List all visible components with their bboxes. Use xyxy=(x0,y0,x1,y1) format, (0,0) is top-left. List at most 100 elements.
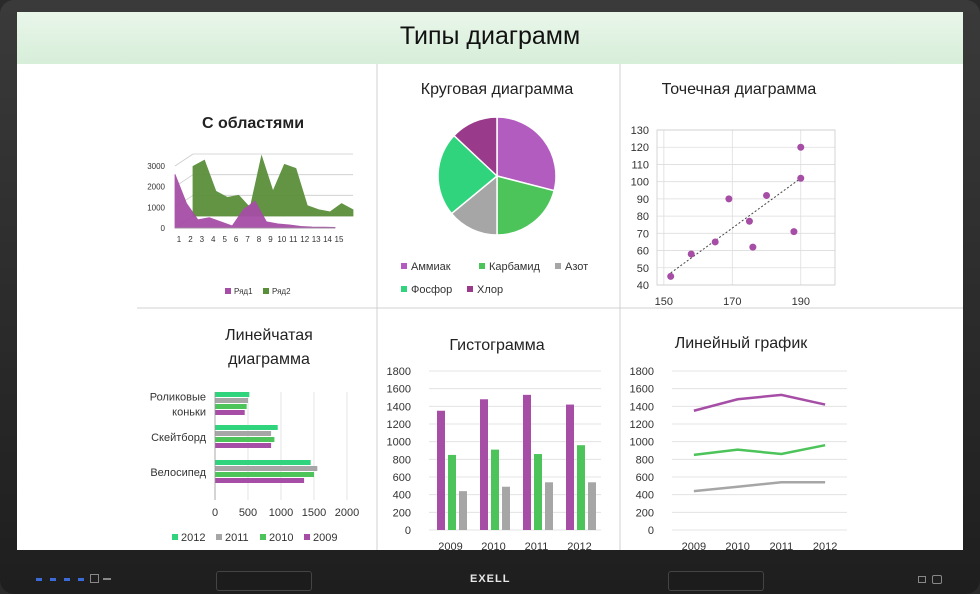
hbar-chart-title: диаграмма xyxy=(228,351,310,368)
scatter-point xyxy=(725,195,733,203)
legend-swatch xyxy=(304,534,310,540)
x-tick-label: 1 xyxy=(177,235,182,244)
x-tick-label: 190 xyxy=(792,296,810,308)
y-tick-label: 2000 xyxy=(147,183,165,192)
legend-swatch xyxy=(263,288,269,294)
x-tick-label: 170 xyxy=(723,296,741,308)
area-chart-title: С областями xyxy=(202,115,304,132)
column-bar xyxy=(577,445,585,530)
y-tick-label: 400 xyxy=(393,490,411,502)
y-tick-label: 1600 xyxy=(387,384,411,396)
hbar xyxy=(215,466,318,471)
y-tick-label: 1000 xyxy=(147,203,165,212)
y-tick-label: 100 xyxy=(631,177,649,189)
hbar xyxy=(215,460,311,465)
hbar xyxy=(215,425,278,430)
area-series-1 xyxy=(174,174,336,229)
column-bar xyxy=(566,404,574,530)
y-tick-label: 800 xyxy=(393,454,411,466)
column-bar xyxy=(502,486,510,530)
x-tick-label: 2012 xyxy=(567,541,591,550)
legend-swatch xyxy=(172,534,178,540)
y-tick-label: 1800 xyxy=(387,366,411,378)
column-chart-title: Гистограмма xyxy=(449,337,544,354)
y-tick-label: 800 xyxy=(636,454,654,466)
column-bar xyxy=(448,454,456,530)
column-bar xyxy=(480,399,488,530)
y-tick-label: 1200 xyxy=(387,419,411,431)
scatter-point xyxy=(790,228,798,236)
column-bar xyxy=(491,449,499,530)
x-tick-label: 3 xyxy=(200,235,205,244)
x-tick-label: 2 xyxy=(188,235,193,244)
legend-label: Ряд2 xyxy=(272,287,291,296)
y-tick-label: 0 xyxy=(648,525,654,537)
x-tick-label: 13 xyxy=(312,235,321,244)
column-bar xyxy=(523,394,531,530)
slide-title: Типы диаграмм xyxy=(399,22,581,50)
legend-swatch xyxy=(401,263,407,269)
pie-slice xyxy=(452,116,498,178)
y-tick-label: 1000 xyxy=(630,437,654,449)
category-label: Скейтборд xyxy=(151,432,206,444)
x-tick-label: 2012 xyxy=(813,541,837,550)
category-label: Велосипед xyxy=(150,467,206,479)
legend-swatch xyxy=(401,286,407,292)
right-speaker-grille xyxy=(668,571,764,591)
slide-screen: Типы диаграмм С областями 0 1000 2000 3000 1 2… xyxy=(17,12,963,550)
title-bar: Типы диаграмм xyxy=(17,12,963,64)
x-tick-label: 2010 xyxy=(725,541,749,550)
y-tick-label: 1400 xyxy=(387,401,411,413)
x-tick-label: 10 xyxy=(277,235,286,244)
legend-swatch xyxy=(216,534,222,540)
column-bar xyxy=(545,482,553,530)
legend-swatch xyxy=(467,286,473,292)
y-tick-label: 130 xyxy=(631,125,649,137)
ir-sensor-icon xyxy=(918,576,926,583)
y-tick-label: 0 xyxy=(405,525,411,537)
hbar xyxy=(215,431,272,436)
x-tick-label: 11 xyxy=(289,235,298,244)
usb-port-icon xyxy=(90,574,99,583)
column-bar xyxy=(459,491,467,530)
x-tick-label: 0 xyxy=(212,507,218,519)
indicator-light xyxy=(50,578,56,581)
pie-slice xyxy=(450,174,498,236)
y-tick-label: 1000 xyxy=(387,437,411,449)
legend-label: 2010 xyxy=(269,532,293,544)
x-tick-label: 2000 xyxy=(335,507,359,519)
column-bar xyxy=(534,454,542,530)
indicator-light xyxy=(36,578,42,581)
y-tick-label: 50 xyxy=(637,263,649,275)
scatter-point xyxy=(797,143,805,151)
legend-label: 2009 xyxy=(313,532,337,544)
column-bar xyxy=(588,482,596,530)
left-speaker-grille xyxy=(216,571,312,591)
y-tick-label: 110 xyxy=(631,159,649,171)
legend-swatch xyxy=(479,263,485,269)
x-tick-label: 6 xyxy=(234,235,239,244)
x-tick-label: 4 xyxy=(211,235,216,244)
legend-swatch xyxy=(260,534,266,540)
y-tick-label: 1400 xyxy=(630,401,654,413)
y-tick-label: 1800 xyxy=(630,366,654,378)
scatter-chart-title: Точечная диаграмма xyxy=(662,81,817,98)
line-series-3 xyxy=(693,481,826,493)
power-button-icon[interactable] xyxy=(932,575,942,584)
hbar xyxy=(215,437,275,442)
indicator-light xyxy=(78,578,84,581)
x-tick-label: 2010 xyxy=(481,541,505,550)
legend-label: 2012 xyxy=(181,532,205,544)
scatter-point xyxy=(797,174,805,182)
line-chart-title: Линейный график xyxy=(675,335,809,352)
legend-label: Фосфор xyxy=(411,284,452,296)
scatter-point xyxy=(687,250,695,258)
x-tick-label: 8 xyxy=(257,235,262,244)
scatter-point xyxy=(763,191,771,199)
legend-swatch xyxy=(225,288,231,294)
x-tick-label: 2009 xyxy=(438,541,462,550)
x-tick-label: 9 xyxy=(268,235,273,244)
legend-swatch xyxy=(555,263,561,269)
line-series-2 xyxy=(693,443,826,457)
y-tick-label: 400 xyxy=(636,490,654,502)
